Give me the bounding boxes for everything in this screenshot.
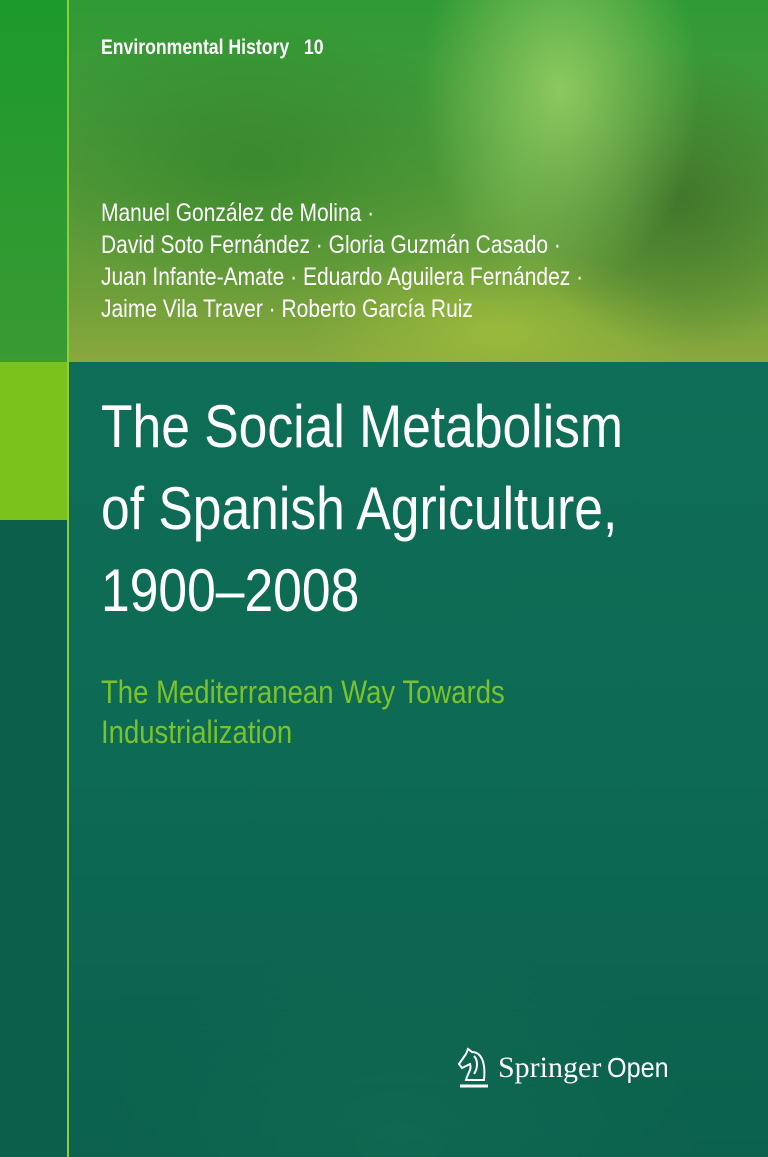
title-line: The Social Metabolism [101,393,623,460]
knight-chess-icon [457,1047,488,1088]
book-title: The Social Metabolism of Spanish Agricul… [101,386,623,632]
accent-block [0,362,67,520]
cover-photo [0,0,768,362]
cover-lower-panel [0,362,768,1157]
author-line: David Soto Fernández · Gloria Guzmán Cas… [101,231,561,259]
divider-line [67,0,69,1157]
title-line: of Spanish Agriculture, [101,475,618,542]
left-strip [0,0,67,362]
left-strip-lower [0,520,67,1157]
subtitle-line: The Mediterranean Way Towards [101,674,505,710]
publisher-logo: Springer Open [456,1046,676,1090]
title-line: 1900–2008 [101,557,360,624]
publisher-imprint: Open [607,1052,669,1083]
series-label: Environmental History 10 [101,36,324,60]
series-number: 10 [303,36,324,59]
author-line: Juan Infante-Amate · Eduardo Aguilera Fe… [101,263,584,291]
author-list: Manuel González de Molina · David Soto F… [101,197,583,325]
series-name: Environmental History [101,36,290,59]
book-subtitle: The Mediterranean Way Towards Industrial… [101,672,505,752]
author-line: Manuel González de Molina · [101,199,375,227]
publisher-brand: Springer [498,1051,602,1084]
subtitle-line: Industrialization [101,714,293,750]
author-line: Jaime Vila Traver · Roberto García Ruiz [101,295,473,323]
